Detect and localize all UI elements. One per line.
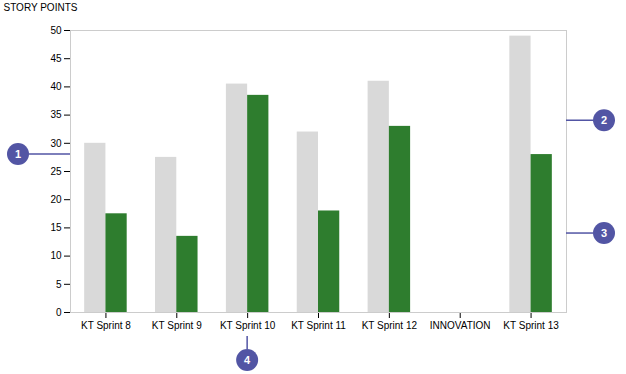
svg-text:KT Sprint 8: KT Sprint 8 [81,320,131,331]
svg-text:KT Sprint 10: KT Sprint 10 [220,320,276,331]
svg-text:KT Sprint 12: KT Sprint 12 [362,320,418,331]
svg-text:0: 0 [56,307,62,318]
svg-text:3: 3 [601,227,607,239]
svg-text:45: 45 [50,53,62,64]
svg-text:25: 25 [50,166,62,177]
svg-text:10: 10 [50,250,62,261]
svg-text:20: 20 [50,194,62,205]
svg-text:35: 35 [50,109,62,120]
svg-text:KT Sprint 11: KT Sprint 11 [291,320,346,331]
svg-text:15: 15 [50,222,62,233]
svg-text:KT Sprint 9: KT Sprint 9 [152,320,202,331]
svg-text:50: 50 [50,25,62,36]
svg-text:2: 2 [601,114,607,126]
svg-text:1: 1 [15,148,21,160]
svg-text:KT Sprint 13: KT Sprint 13 [503,320,559,331]
svg-text:5: 5 [56,279,62,290]
svg-text:30: 30 [50,138,62,149]
svg-text:STORY POINTS: STORY POINTS [4,2,78,13]
svg-text:INNOVATION: INNOVATION [430,320,491,331]
svg-text:4: 4 [244,354,251,366]
svg-text:40: 40 [50,81,62,92]
